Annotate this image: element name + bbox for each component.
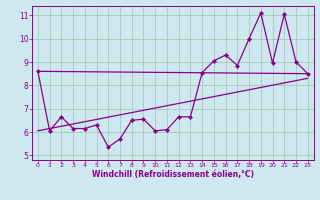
X-axis label: Windchill (Refroidissement éolien,°C): Windchill (Refroidissement éolien,°C)	[92, 170, 254, 179]
